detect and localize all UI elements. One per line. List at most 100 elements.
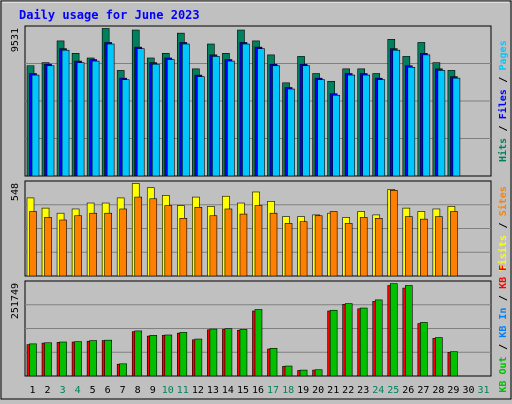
visits-sites-sites-bar — [420, 218, 428, 277]
kbytes-kb-out-bar — [164, 334, 173, 377]
visits-sites-sites-bar — [344, 223, 353, 277]
day-label: 16 — [252, 385, 264, 396]
kbytes-kb-out-bar — [269, 347, 278, 377]
hits-files-pages-pages-bar — [151, 63, 160, 177]
day-label: 19 — [297, 385, 309, 396]
hits-files-pages-max-label: 9531 — [10, 28, 21, 52]
day-label: 14 — [222, 385, 234, 396]
kbytes-kb-out-bar — [405, 285, 413, 377]
hits-files-pages-legend-sep: / — [498, 125, 509, 131]
visits-sites-sites-bar — [329, 211, 338, 277]
kbytes-kb-out-bar — [89, 340, 97, 377]
hits-files-pages-legend-sep: / — [498, 77, 509, 83]
day-label: 1 — [29, 385, 35, 396]
day-label: 6 — [105, 385, 111, 396]
hits-files-pages-pages-bar — [332, 94, 340, 177]
day-label: 30 — [462, 385, 474, 396]
kbytes-kb-out-bar — [374, 299, 383, 377]
visits-sites-sites-bar — [450, 211, 458, 277]
day-label: 12 — [192, 385, 204, 396]
visits-sites-sites-bar — [44, 217, 52, 277]
hits-files-pages-pages-bar — [136, 48, 145, 177]
kbytes-kb-out-bar — [29, 343, 37, 377]
visits-sites-sites-bar — [209, 215, 218, 277]
hits-files-pages-pages-bar — [287, 88, 295, 177]
visits-sites-sites-bar — [134, 196, 143, 277]
day-label: 11 — [177, 385, 189, 396]
day-label: 2 — [44, 385, 50, 396]
visits-sites-sites-bar — [104, 212, 112, 277]
visits-sites-sites-bar — [239, 213, 248, 277]
kbytes-kb-out-bar — [254, 309, 263, 377]
hits-files-pages-pages-bar — [91, 60, 100, 177]
day-label: 18 — [282, 385, 294, 396]
visits-sites-sites-bar — [194, 206, 203, 277]
kbytes-kb-out-bar — [119, 363, 127, 377]
kbytes-kb-out-bar — [239, 329, 248, 377]
hits-files-pages-pages-bar — [317, 79, 325, 177]
hits-files-pages-pages-bar — [166, 59, 175, 177]
hits-files-pages-pages-bar — [61, 49, 70, 177]
day-label: 7 — [120, 385, 126, 396]
kbytes-kb-out-bar — [329, 309, 338, 377]
kbytes-kb-out-bar — [450, 351, 458, 377]
kbytes-kb-out-bar — [104, 339, 112, 377]
hits-files-pages-pages-bar — [302, 65, 310, 177]
kbytes-kb-out-bar — [284, 365, 293, 377]
visits-sites-sites-bar — [74, 215, 82, 277]
day-label: 26 — [402, 385, 414, 396]
hits-files-pages-pages-bar — [182, 43, 190, 177]
visits-sites-legend-sep: / — [498, 222, 509, 228]
hits-files-pages-pages-bar — [212, 56, 220, 177]
day-label: 31 — [477, 385, 489, 396]
kbytes-kb-out-bar — [59, 341, 67, 377]
day-label: 5 — [90, 385, 96, 396]
hits-files-pages-pages-bar — [257, 48, 265, 177]
kbytes-kb-out-bar — [194, 338, 203, 377]
hits-files-pages-pages-bar — [422, 54, 431, 177]
visits-sites-sites-bar — [405, 216, 413, 277]
kbytes-kb-out-bar — [44, 342, 52, 377]
visits-sites-sites-bar — [149, 198, 158, 277]
day-label: 9 — [150, 385, 156, 396]
hits-files-pages-pages-bar — [437, 70, 446, 177]
day-label: 23 — [357, 385, 369, 396]
visits-sites-sites-bar — [314, 215, 323, 277]
hits-files-pages-legend-files: Files — [497, 89, 509, 119]
kbytes-kb-out-bar — [134, 330, 143, 377]
visits-sites-sites-bar — [89, 212, 97, 277]
kbytes-legend-kb-f: KB F — [498, 265, 509, 289]
day-label: 17 — [267, 385, 279, 396]
hits-files-pages-pages-bar — [227, 60, 235, 177]
hits-files-pages-pages-bar — [197, 76, 205, 177]
hits-files-pages-pages-bar — [377, 79, 386, 177]
kbytes-legend-sep: / — [498, 295, 509, 301]
hits-files-pages-pages-bar — [121, 79, 130, 177]
visits-sites-sites-bar — [374, 218, 383, 277]
kbytes-kb-out-bar — [389, 283, 398, 377]
day-label: 27 — [417, 385, 429, 396]
hits-files-pages-pages-bar — [272, 65, 280, 177]
visits-sites-sites-bar — [224, 208, 233, 277]
kbytes-kb-out-bar — [344, 303, 353, 377]
visits-sites-sites-bar — [435, 216, 443, 277]
hits-files-pages-pages-bar — [76, 62, 85, 177]
kbytes-kb-out-bar — [299, 369, 308, 377]
kbytes-legend-kb-in: KB In — [498, 308, 509, 338]
hits-files-pages-pages-bar — [106, 43, 115, 177]
day-label: 29 — [447, 385, 459, 396]
visits-sites-sites-bar — [179, 218, 188, 277]
visits-sites-sites-bar — [59, 219, 67, 277]
hits-files-pages-pages-bar — [46, 65, 55, 177]
visits-sites-legend-visits: Visits — [497, 235, 509, 271]
hits-files-pages-pages-bar — [347, 74, 355, 177]
visits-sites-legend-sites: Sites — [497, 186, 509, 216]
kbytes-kb-out-bar — [224, 328, 233, 377]
hits-files-pages-pages-bar — [242, 43, 250, 177]
hits-files-pages-legend-hits: Hits — [497, 138, 509, 162]
visits-sites-sites-bar — [254, 205, 263, 277]
kbytes-kb-out-bar — [74, 341, 82, 377]
day-label: 22 — [342, 385, 354, 396]
kbytes-max-label: 251749 — [10, 283, 21, 319]
